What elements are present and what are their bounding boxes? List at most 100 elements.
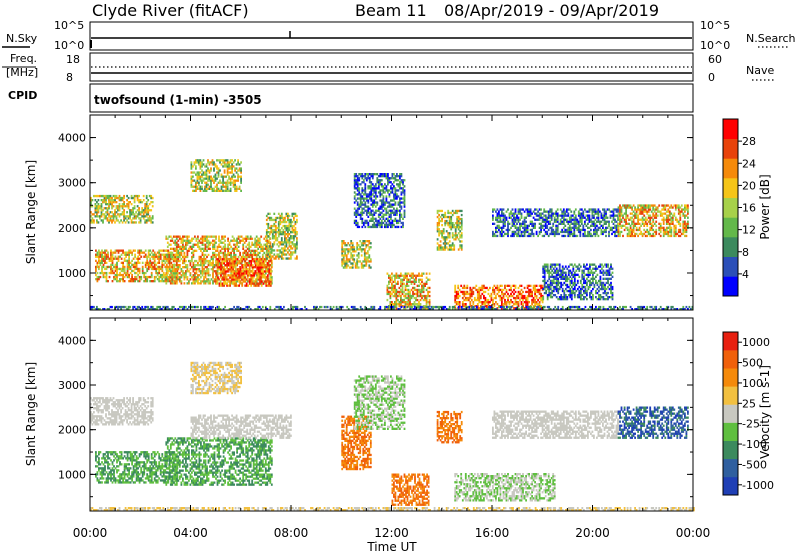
- data-cell: [93, 194, 95, 198]
- data-cell: [123, 211, 125, 214]
- data-cell: [220, 185, 223, 188]
- data-cell: [403, 290, 405, 294]
- data-cell: [362, 203, 365, 206]
- data-cell: [532, 298, 535, 302]
- data-cell: [201, 261, 204, 265]
- data-cell: [90, 211, 92, 214]
- data-cell: [380, 179, 383, 182]
- data-cell: [169, 255, 172, 259]
- data-cell: [106, 203, 109, 206]
- data-cell: [493, 296, 496, 300]
- data-cell: [454, 232, 457, 235]
- data-cell: [140, 255, 143, 258]
- data-cell: [602, 287, 605, 291]
- data-cell: [458, 305, 461, 308]
- data-cell: [279, 231, 282, 234]
- data-cell: [598, 296, 600, 299]
- data-cell: [388, 215, 391, 218]
- data-cell: [230, 253, 232, 257]
- data-cell: [457, 290, 460, 294]
- data-cell: [563, 298, 566, 301]
- data-cell: [115, 219, 118, 222]
- data-cell: [584, 289, 587, 293]
- data-cell: [204, 237, 207, 240]
- data-cell: [103, 194, 106, 198]
- data-cell: [425, 303, 428, 306]
- data-cell: [174, 273, 177, 277]
- data-cell: [388, 195, 391, 198]
- data-cell: [516, 216, 518, 219]
- data-cell: [204, 257, 207, 261]
- data-cell: [185, 270, 187, 273]
- data-cell: [358, 193, 361, 196]
- data-cell: [100, 194, 103, 198]
- data-cell: [377, 213, 380, 216]
- data-cell: [570, 285, 573, 289]
- data-cell: [548, 277, 551, 280]
- data-cell: [528, 294, 530, 298]
- data-cell: [361, 187, 364, 190]
- data-cell: [91, 219, 94, 222]
- data-cell: [362, 240, 365, 243]
- data-cell: [578, 267, 581, 270]
- data-cell: [201, 251, 204, 255]
- data-cell: [412, 294, 414, 298]
- data-cell: [124, 221, 127, 224]
- data-cell: [165, 237, 168, 240]
- data-cell: [230, 276, 233, 279]
- data-cell: [206, 278, 208, 281]
- data-cell: [285, 243, 288, 246]
- data-cell: [165, 272, 168, 275]
- data-cell: [592, 294, 594, 297]
- data-cell: [178, 235, 181, 238]
- data-cell: [448, 211, 451, 215]
- data-cell: [118, 215, 121, 218]
- data-cell: [607, 285, 609, 289]
- data-cell: [282, 249, 285, 252]
- data-cell: [243, 255, 246, 259]
- data-cell: [460, 244, 463, 247]
- data-cell: [212, 274, 214, 277]
- data-cell: [555, 279, 558, 283]
- data-cell: [169, 251, 172, 255]
- data-cell: [542, 267, 545, 270]
- data-cell: [171, 239, 174, 242]
- data-cell: [109, 215, 112, 218]
- data-cell: [454, 230, 457, 233]
- data-cell: [100, 199, 103, 202]
- data-cell: [116, 275, 118, 279]
- data-cell: [131, 280, 133, 283]
- data-cell: [287, 247, 289, 250]
- data-cell: [353, 219, 356, 222]
- data-cell: [147, 213, 150, 216]
- data-cell: [382, 197, 385, 200]
- data-cell: [224, 249, 226, 252]
- data-cell: [141, 209, 144, 212]
- data-cell: [290, 257, 292, 260]
- data-cell: [353, 183, 356, 186]
- data-cell: [128, 267, 130, 271]
- data-cell: [123, 265, 126, 269]
- cpid-program: twofsound (1-min) -3505: [94, 93, 262, 107]
- data-cell: [363, 260, 366, 263]
- data-cell: [390, 187, 392, 190]
- data-cell: [522, 305, 524, 308]
- data-cell: [345, 266, 348, 269]
- data-cell: [379, 193, 382, 196]
- data-cell: [239, 274, 242, 277]
- data-cell: [611, 291, 614, 295]
- data-cell: [131, 259, 133, 262]
- data-cell: [360, 264, 363, 267]
- data-cell: [229, 266, 231, 269]
- nsky-tick-top: 10^5: [54, 19, 84, 32]
- data-cell: [202, 189, 205, 192]
- data-cell: [447, 242, 450, 245]
- data-cell: [291, 231, 294, 234]
- data-cell: [280, 253, 283, 256]
- data-cell: [569, 263, 572, 266]
- data-cell: [168, 259, 171, 263]
- data-cell: [240, 257, 243, 261]
- data-cell: [151, 205, 154, 208]
- data-cell: [353, 173, 356, 176]
- data-cell: [610, 287, 612, 291]
